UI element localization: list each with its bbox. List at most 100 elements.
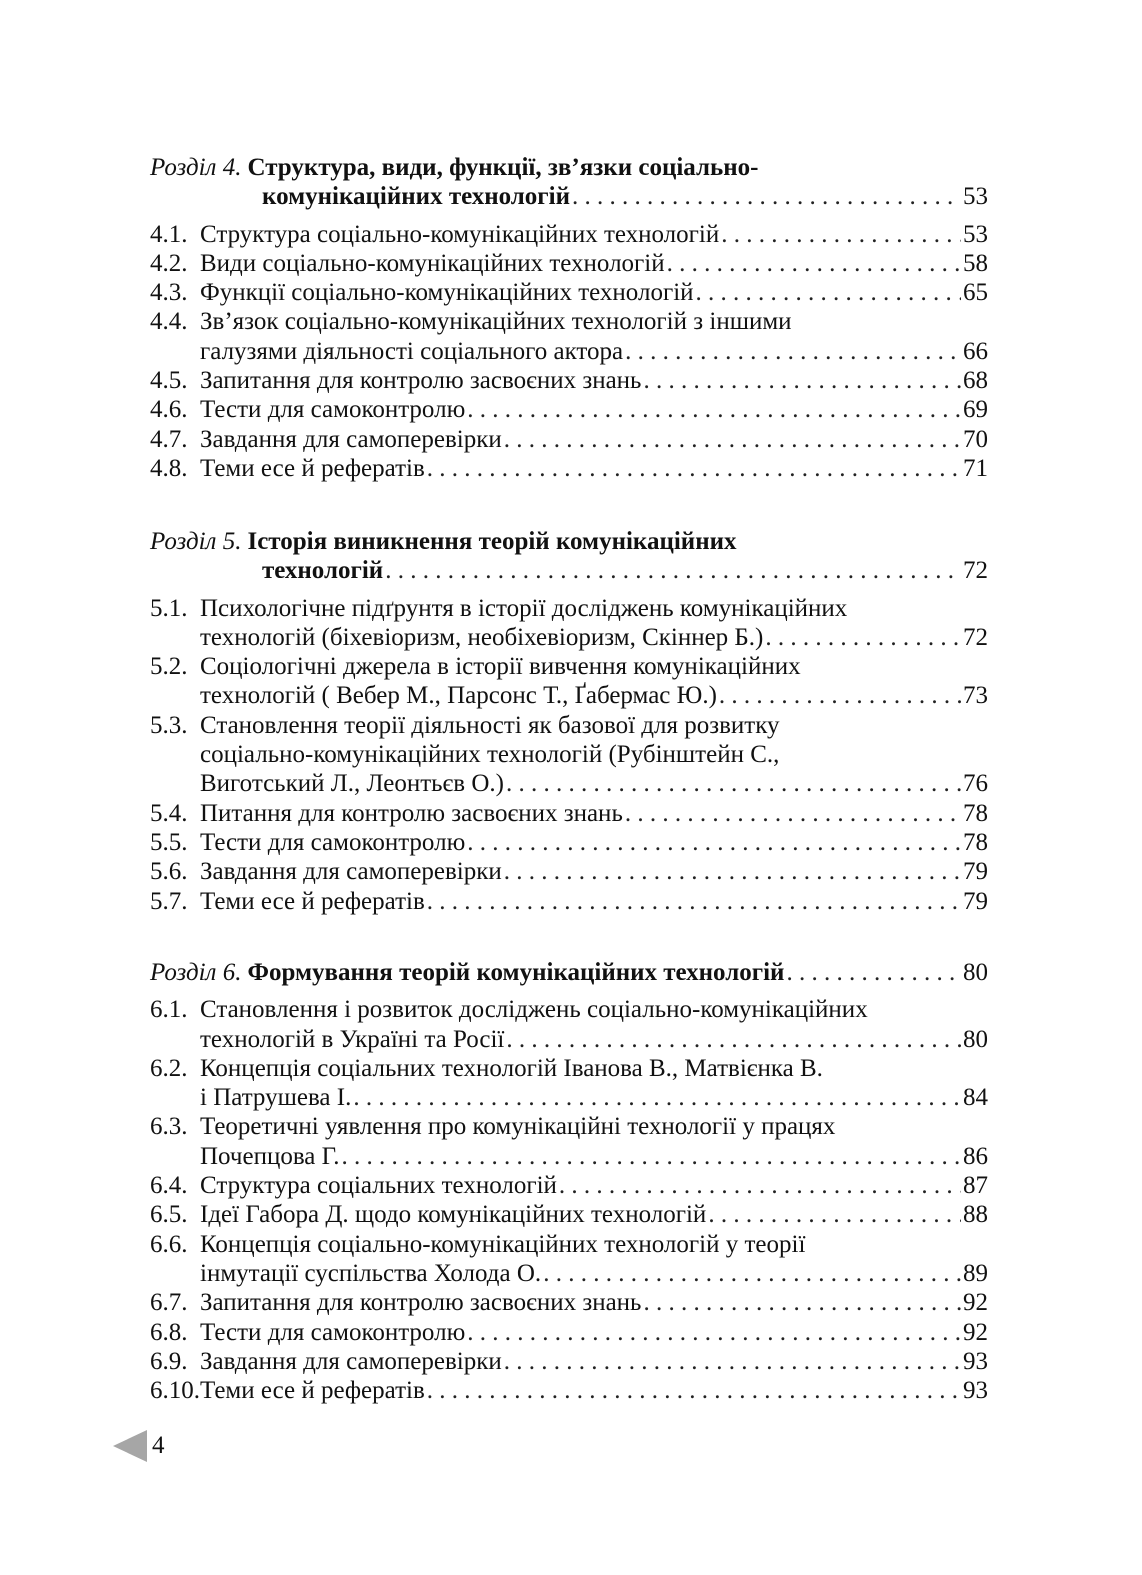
- dot-leader: [504, 425, 961, 454]
- dot-leader: [786, 958, 961, 987]
- toc-entry[interactable]: 4.7. Завдання для самоперевірки 70: [150, 425, 988, 454]
- section-heading-line: комунікаційних технологій 53: [150, 182, 988, 211]
- toc-entry[interactable]: 5.3. Становлення теорії діяльності як баз…: [150, 711, 988, 799]
- toc-entry-line: 6.10.Теми есе й рефератів 93: [150, 1376, 988, 1405]
- dot-leader: [385, 556, 961, 585]
- dot-leader: [625, 337, 961, 366]
- toc-entry-number: 5.2.: [150, 653, 188, 681]
- toc-entry-line: інмутації суспільства Холода О. 89: [150, 1259, 988, 1288]
- toc-entry-number: 6.10.: [150, 1377, 200, 1405]
- dot-leader: [667, 249, 961, 278]
- toc-entry-line: і Патрушева І. 84: [150, 1083, 988, 1112]
- toc-entry[interactable]: 6.10.Теми есе й рефератів 93: [150, 1376, 988, 1405]
- dot-leader: [543, 1259, 961, 1288]
- toc-entry[interactable]: 6.4. Структура соціальних технологій 87: [150, 1171, 988, 1200]
- toc-entry-page: 53: [963, 220, 988, 248]
- toc-entry-page: 71: [963, 454, 988, 482]
- toc-entry-line: 6.7. Запитання для контролю засвоєних зна…: [150, 1288, 988, 1317]
- dot-leader: [467, 1318, 961, 1347]
- toc-entry-number: 6.8.: [150, 1318, 188, 1346]
- toc-entry[interactable]: 5.4. Питання для контролю засвоєних знань…: [150, 799, 988, 828]
- toc-entry[interactable]: 6.9. Завдання для самоперевірки 93: [150, 1347, 988, 1376]
- toc-entry-line: 4.3. Функції соціально-комунікаційних тех…: [150, 278, 988, 307]
- toc-entry[interactable]: 6.2. Концепція соціальних технологій Іван…: [150, 1054, 988, 1113]
- toc-entry-title: і Патрушева І.: [200, 1084, 352, 1112]
- dot-leader: [342, 1142, 961, 1171]
- toc-entry[interactable]: 4.2. Види соціально-комунікаційних технол…: [150, 249, 988, 278]
- toc-entry-line: 4.7. Завдання для самоперевірки 70: [150, 425, 988, 454]
- toc-entry[interactable]: 5.5. Тести для самоконтролю 78: [150, 828, 988, 857]
- toc-entry-number: 4.8.: [150, 454, 188, 482]
- toc-entry[interactable]: 6.3. Теоретичні уявлення про комунікаційн…: [150, 1112, 988, 1171]
- toc-entry-line: 4.8. Теми есе й рефератів 71: [150, 454, 988, 483]
- toc-entry-number: 6.9.: [150, 1347, 188, 1375]
- dot-leader: [467, 828, 961, 857]
- toc-entry[interactable]: 4.8. Теми есе й рефератів 71: [150, 454, 988, 483]
- toc-entry[interactable]: 4.4. Зв’язок соціально-комунікаційних тех…: [150, 307, 988, 366]
- toc-entry[interactable]: 6.1. Становлення і розвиток досліджень со…: [150, 995, 988, 1054]
- toc-entry-title: Запитання для контролю засвоєних знань: [200, 367, 642, 395]
- toc-entry-line: 4.6. Тести для самоконтролю 69: [150, 395, 988, 424]
- toc-entry[interactable]: 4.1. Структура соціально-комунікаційних т…: [150, 220, 988, 249]
- toc-entry-page: 80: [963, 1025, 988, 1053]
- toc-entry[interactable]: 5.2. Соціологічні джерела в історії вивче…: [150, 652, 988, 711]
- toc-entry-title: технологій ( Вебер М., Парсонс Т., Ґабер…: [200, 682, 717, 710]
- toc-entry-title: Запитання для контролю засвоєних знань: [200, 1289, 642, 1317]
- toc-entry-page: 68: [963, 367, 988, 395]
- toc-entry[interactable]: 6.7. Запитання для контролю засвоєних зна…: [150, 1288, 988, 1317]
- toc-entry-title: Теоретичні уявлення про комунікаційні те…: [200, 1113, 836, 1141]
- toc-entry-line: Виготський Л., Леонтьєв О.) 76: [150, 769, 988, 798]
- toc-entry-page: 93: [963, 1347, 988, 1375]
- dot-leader: [696, 278, 961, 307]
- toc-entry[interactable]: 5.1. Психологічне підґрунтя в історії дос…: [150, 594, 988, 653]
- toc-entry-number: 4.7.: [150, 425, 188, 453]
- toc-entry-number: 5.7.: [150, 887, 188, 915]
- toc-entry-number: 5.6.: [150, 858, 188, 886]
- toc-entry[interactable]: 6.8. Тести для самоконтролю 92: [150, 1318, 988, 1347]
- toc-entry-page: 70: [963, 425, 988, 453]
- toc-entry[interactable]: 5.6. Завдання для самоперевірки 79: [150, 857, 988, 886]
- section-label: Розділ 4.: [150, 154, 242, 181]
- toc-entry-number: 4.6.: [150, 396, 188, 424]
- toc-entry-title: Концепція соціальних технологій Іванова …: [200, 1054, 823, 1082]
- toc-entry-number: 6.6.: [150, 1230, 188, 1258]
- toc-entry-title: інмутації суспільства Холода О.: [200, 1259, 542, 1287]
- toc-entry[interactable]: 4.6. Тести для самоконтролю 69: [150, 395, 988, 424]
- dot-leader: [625, 799, 961, 828]
- toc-entry-line: 4.5. Запитання для контролю засвоєних зна…: [150, 366, 988, 395]
- toc-entry-line: технологій в Україні та Росії 80: [150, 1025, 988, 1054]
- toc-entry-page: 69: [963, 396, 988, 424]
- toc-entry-title: Тести для самоконтролю: [200, 1318, 466, 1346]
- toc-entry-line: 5.6. Завдання для самоперевірки 79: [150, 857, 988, 886]
- toc-entry-line: 6.9. Завдання для самоперевірки 93: [150, 1347, 988, 1376]
- toc-entry[interactable]: 4.5. Запитання для контролю засвоєних зна…: [150, 366, 988, 395]
- section-heading-line: технологій 72: [150, 556, 988, 585]
- dot-leader: [504, 857, 961, 886]
- section-title-text: Формування теорій комунікаційних техноло…: [247, 959, 785, 986]
- toc-entry-title: Завдання для самоперевірки: [200, 425, 502, 453]
- toc-entry-page: 78: [963, 799, 988, 827]
- toc-entry-line: Почепцова Г. 86: [150, 1142, 988, 1171]
- toc-entry-page: 58: [963, 249, 988, 277]
- toc-entry-line: 5.1. Психологічне підґрунтя в історії дос…: [150, 594, 988, 623]
- dot-leader: [708, 1200, 961, 1229]
- toc-entry[interactable]: 5.7. Теми есе й рефератів 79: [150, 887, 988, 916]
- toc-entry-title: технологій (біхевіоризм, необіхевіоризм,…: [200, 623, 764, 651]
- toc-entry-title: Почепцова Г.: [200, 1142, 340, 1170]
- toc-entry-page: 87: [963, 1172, 988, 1200]
- section-heading-line: Розділ 6. Формування теорій комунікаційни…: [150, 958, 988, 987]
- toc-entry-title: Функції соціально-комунікаційних техноло…: [200, 279, 694, 307]
- toc-entry-title: Концепція соціально-комунікаційних техно…: [200, 1230, 806, 1258]
- toc-entry-title: Тести для самоконтролю: [200, 828, 466, 856]
- toc-entry-title: Становлення теорії діяльності як базової…: [200, 711, 780, 739]
- toc-entry[interactable]: 6.6. Концепція соціально-комунікаційних т…: [150, 1230, 988, 1289]
- dot-leader: [643, 1288, 961, 1317]
- page-marker-triangle-icon: [113, 1430, 147, 1462]
- toc-entry[interactable]: 6.5. Ідеї Габора Д. щодо комунікаційних т…: [150, 1200, 988, 1229]
- toc-entry[interactable]: 4.3. Функції соціально-комунікаційних тех…: [150, 278, 988, 307]
- page-number: 4: [152, 1432, 165, 1459]
- toc-entry-line: 4.2. Види соціально-комунікаційних технол…: [150, 249, 988, 278]
- toc-entry-page: 89: [963, 1259, 988, 1287]
- section-heading: Розділ 6. Формування теорій комунікаційни…: [150, 958, 988, 987]
- toc-entry-title: Питання для контролю засвоєних знань: [200, 799, 623, 827]
